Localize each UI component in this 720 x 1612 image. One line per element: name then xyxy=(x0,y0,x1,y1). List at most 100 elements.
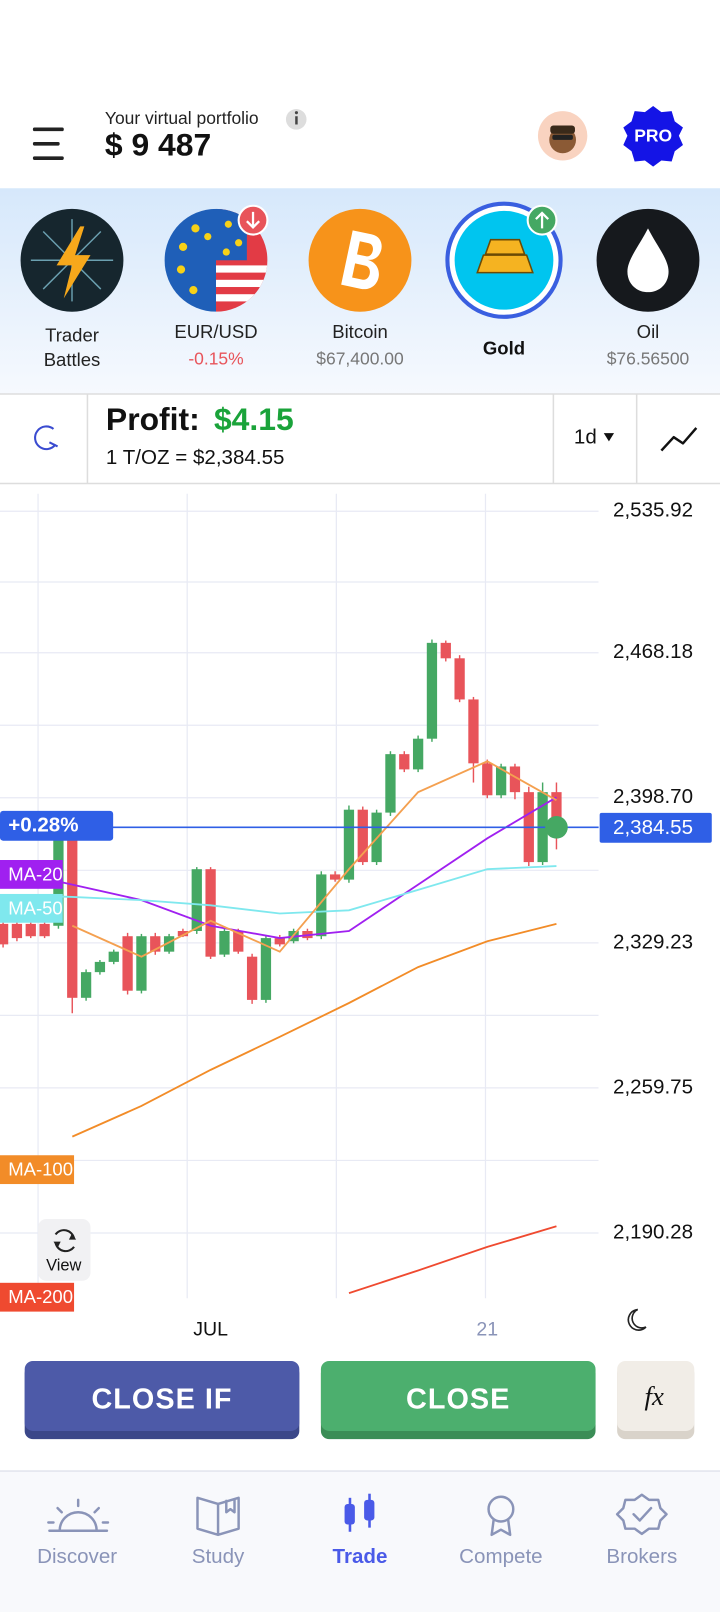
close-if-label: CLOSE IF xyxy=(91,1384,232,1416)
candle-body xyxy=(385,754,396,813)
up-arrow xyxy=(535,211,550,229)
profit-value: $4.15 xyxy=(214,401,294,437)
change-badge xyxy=(0,810,114,841)
candle-body xyxy=(94,961,106,973)
candle-body xyxy=(150,936,161,952)
candle-body xyxy=(468,699,479,764)
candle-body xyxy=(440,642,451,659)
candle-body xyxy=(260,938,272,1000)
avatar[interactable] xyxy=(537,111,588,161)
candle-body xyxy=(122,936,133,991)
y-tick-label: 2,535.92 xyxy=(613,499,693,522)
nav-compete[interactable] xyxy=(487,1495,515,1537)
close-button[interactable] xyxy=(320,1360,596,1440)
ma-line xyxy=(71,760,557,958)
nav-label: Compete xyxy=(459,1545,542,1568)
asset-price: $76.56500 xyxy=(607,349,690,369)
y-tick-label: 2,468.18 xyxy=(613,640,693,663)
price-label: 2,384.55 xyxy=(613,816,693,839)
candle-body xyxy=(80,972,92,998)
nav-brokers[interactable] xyxy=(615,1493,668,1536)
menu-button[interactable] xyxy=(32,127,64,160)
theme-toggle[interactable] xyxy=(627,1308,647,1331)
pro-label: PRO xyxy=(634,125,672,145)
nav-label: Study xyxy=(192,1545,245,1568)
candle-body xyxy=(67,835,78,998)
candle-body xyxy=(25,923,36,937)
close-if-button[interactable] xyxy=(24,1360,300,1440)
y-tick-label: 2,259.75 xyxy=(613,1075,693,1098)
candle-body xyxy=(136,936,147,991)
candle-body xyxy=(39,923,50,937)
asset-name: Battles xyxy=(44,349,101,370)
y-tick-label: 2,329.23 xyxy=(613,930,693,953)
position-marker xyxy=(545,816,568,839)
asset-bitcoin[interactable] xyxy=(308,208,412,312)
down-arrow xyxy=(246,211,261,229)
candle-body xyxy=(509,766,521,793)
candle-body xyxy=(426,642,438,739)
chart: 2,535.92 2,468.18 2,398.70 2,329.23 2,259.75… xyxy=(0,499,712,1340)
view-button[interactable] xyxy=(38,1219,91,1281)
ma-badge xyxy=(0,893,63,923)
ma-badge xyxy=(0,860,63,889)
x-tick-label: 21 xyxy=(476,1318,498,1340)
vertical-grid xyxy=(37,493,487,1299)
pro-badge[interactable] xyxy=(623,105,683,167)
candle-body xyxy=(233,930,244,952)
asset-name: Trader xyxy=(45,324,99,345)
candle-body xyxy=(108,951,119,962)
asset-name: Bitcoin xyxy=(332,321,388,342)
candle-body xyxy=(163,936,175,952)
nav-label: Discover xyxy=(37,1545,117,1568)
candle-body xyxy=(316,874,327,937)
candle-body xyxy=(329,874,341,880)
candle-body xyxy=(0,923,9,945)
candle-body xyxy=(246,956,258,1000)
ma-label: MA-50 xyxy=(8,897,62,918)
candle-body xyxy=(399,754,410,770)
nav-trade[interactable] xyxy=(344,1493,375,1532)
history-icon[interactable] xyxy=(34,425,59,451)
ma-badge xyxy=(0,1282,75,1312)
candle-body xyxy=(11,923,23,939)
info-dot xyxy=(294,111,298,115)
timeframe: 1d xyxy=(574,426,597,449)
profit-label: Profit: xyxy=(106,401,200,437)
formula-button[interactable] xyxy=(617,1360,695,1440)
ma-line xyxy=(348,1225,557,1294)
asset-oil[interactable] xyxy=(596,208,700,312)
nav-label: Trade xyxy=(333,1545,388,1568)
nav-discover[interactable] xyxy=(47,1498,110,1532)
asset-change: -0.15% xyxy=(188,349,243,369)
price-badge xyxy=(599,812,712,843)
candle-body xyxy=(343,809,355,880)
ma-label: MA-100 xyxy=(8,1159,73,1180)
asset-name: EUR/USD xyxy=(174,321,257,342)
candle-body xyxy=(219,930,230,955)
plot-area xyxy=(0,510,599,1294)
candle-body xyxy=(454,658,465,700)
ma-badge xyxy=(0,1155,75,1185)
portfolio-value: $ 9 487 xyxy=(105,127,211,163)
candle-body xyxy=(357,809,368,863)
timeframe-select[interactable]: 1d xyxy=(574,426,615,449)
asset-price: $67,400.00 xyxy=(316,349,404,369)
nav-study[interactable] xyxy=(196,1496,240,1537)
y-tick-label: 2,398.70 xyxy=(613,785,693,808)
candle-body xyxy=(191,869,202,931)
chart-type-button[interactable] xyxy=(660,427,698,452)
close-label: CLOSE xyxy=(406,1384,510,1416)
ma-line xyxy=(71,922,557,1138)
candle-body xyxy=(551,792,562,828)
ma-label: MA-200 xyxy=(8,1286,73,1307)
asset-name: Oil xyxy=(637,321,660,342)
candle-body xyxy=(205,869,216,957)
ma-line xyxy=(2,796,557,940)
y-tick-label: 2,190.28 xyxy=(613,1220,693,1243)
asset-trader-battles[interactable] xyxy=(20,208,124,312)
change-label: +0.28% xyxy=(8,814,78,837)
candle-body xyxy=(274,938,285,945)
